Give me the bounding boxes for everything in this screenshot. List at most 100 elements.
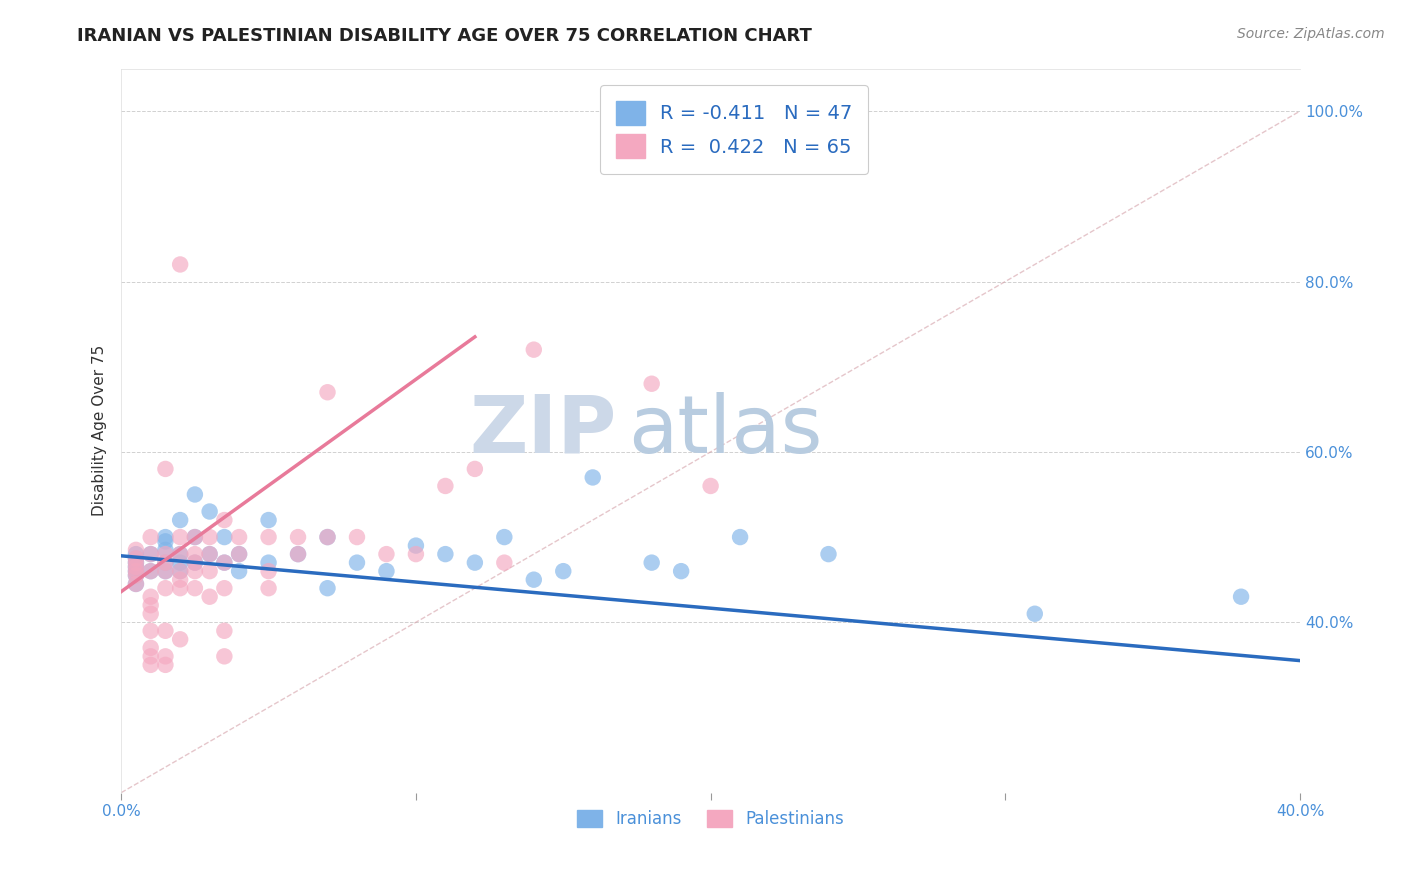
Point — [125, 560, 148, 574]
Point — [139, 657, 162, 672]
Point — [257, 564, 280, 578]
Point — [139, 530, 162, 544]
Text: ZIP: ZIP — [470, 392, 616, 469]
Point — [169, 564, 191, 578]
Point — [125, 551, 148, 566]
Point — [139, 607, 162, 621]
Point — [523, 573, 546, 587]
Point — [155, 657, 177, 672]
Point — [125, 564, 148, 578]
Point — [817, 146, 839, 161]
Point — [169, 257, 191, 271]
Point — [434, 479, 457, 493]
Point — [1230, 590, 1253, 604]
Point — [464, 462, 486, 476]
Point — [169, 556, 191, 570]
Text: atlas: atlas — [628, 392, 823, 469]
Point — [139, 564, 162, 578]
Point — [346, 556, 368, 570]
Point — [728, 530, 751, 544]
Point — [184, 581, 207, 595]
Point — [257, 513, 280, 527]
Point — [316, 385, 339, 400]
Point — [699, 479, 721, 493]
Point — [184, 556, 207, 570]
Point — [169, 632, 191, 647]
Point — [669, 564, 692, 578]
Point — [464, 556, 486, 570]
Point — [155, 462, 177, 476]
Point — [228, 564, 250, 578]
Point — [316, 530, 339, 544]
Point — [155, 581, 177, 595]
Point — [184, 530, 207, 544]
Point — [198, 547, 221, 561]
Point — [405, 547, 427, 561]
Point — [169, 547, 191, 561]
Point — [817, 547, 839, 561]
Point — [184, 530, 207, 544]
Point — [155, 534, 177, 549]
Point — [139, 624, 162, 638]
Point — [287, 530, 309, 544]
Point — [316, 530, 339, 544]
Point — [125, 542, 148, 557]
Point — [287, 547, 309, 561]
Point — [169, 530, 191, 544]
Point — [139, 599, 162, 613]
Point — [640, 556, 662, 570]
Point — [214, 530, 236, 544]
Point — [125, 568, 148, 582]
Point — [139, 564, 162, 578]
Point — [125, 560, 148, 574]
Point — [198, 530, 221, 544]
Point — [494, 556, 516, 570]
Point — [375, 547, 398, 561]
Point — [214, 624, 236, 638]
Point — [139, 640, 162, 655]
Point — [139, 547, 162, 561]
Point — [125, 568, 148, 582]
Point — [198, 564, 221, 578]
Point — [139, 547, 162, 561]
Point — [184, 556, 207, 570]
Point — [257, 556, 280, 570]
Point — [125, 556, 148, 570]
Legend: Iranians, Palestinians: Iranians, Palestinians — [571, 804, 851, 835]
Point — [184, 547, 207, 561]
Point — [494, 530, 516, 544]
Point — [155, 547, 177, 561]
Point — [198, 590, 221, 604]
Point — [405, 539, 427, 553]
Point — [155, 564, 177, 578]
Text: IRANIAN VS PALESTINIAN DISABILITY AGE OVER 75 CORRELATION CHART: IRANIAN VS PALESTINIAN DISABILITY AGE OV… — [77, 27, 813, 45]
Point — [257, 581, 280, 595]
Point — [155, 564, 177, 578]
Point — [125, 577, 148, 591]
Point — [257, 530, 280, 544]
Point — [155, 542, 177, 557]
Point — [214, 513, 236, 527]
Point — [169, 564, 191, 578]
Y-axis label: Disability Age Over 75: Disability Age Over 75 — [93, 345, 107, 516]
Point — [346, 530, 368, 544]
Point — [155, 624, 177, 638]
Point — [125, 547, 148, 561]
Text: Source: ZipAtlas.com: Source: ZipAtlas.com — [1237, 27, 1385, 41]
Point — [139, 649, 162, 664]
Point — [434, 547, 457, 561]
Point — [155, 556, 177, 570]
Point — [316, 581, 339, 595]
Point — [214, 556, 236, 570]
Point — [287, 547, 309, 561]
Point — [169, 581, 191, 595]
Point — [214, 649, 236, 664]
Point — [228, 530, 250, 544]
Point — [169, 547, 191, 561]
Point — [155, 530, 177, 544]
Point — [169, 513, 191, 527]
Point — [169, 573, 191, 587]
Point — [553, 564, 575, 578]
Point — [640, 376, 662, 391]
Point — [228, 547, 250, 561]
